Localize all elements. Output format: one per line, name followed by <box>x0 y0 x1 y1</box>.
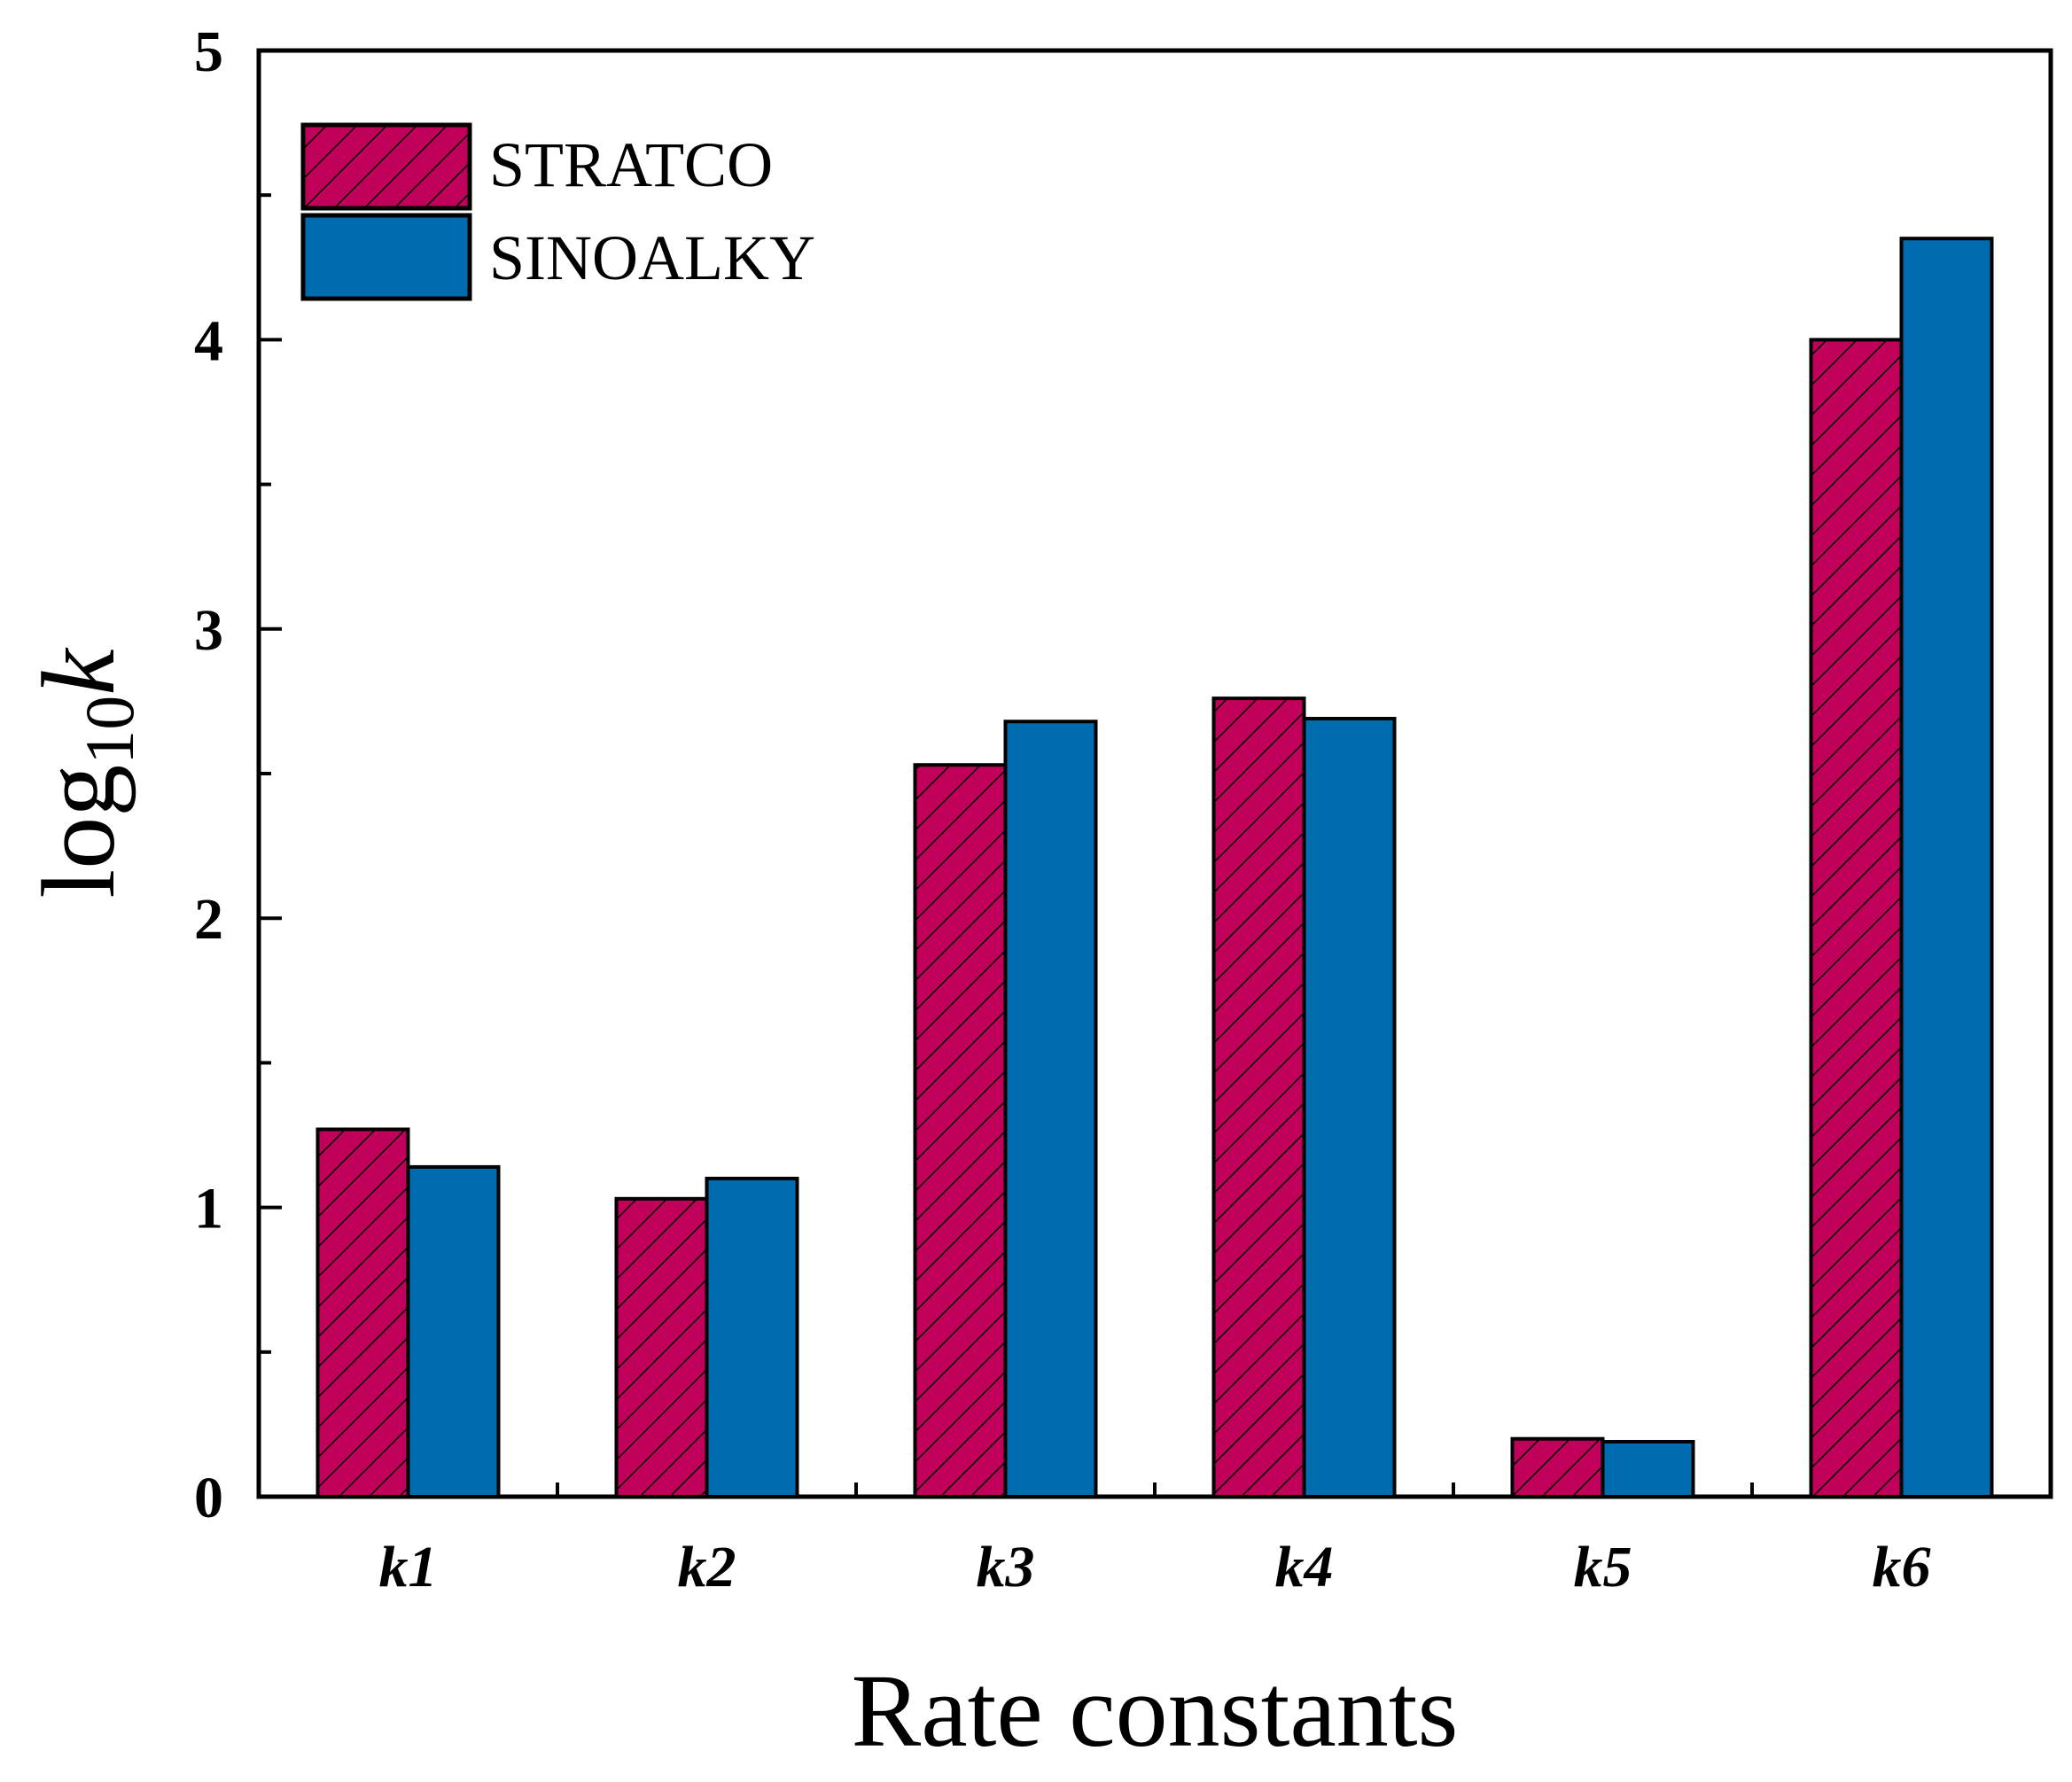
y-tick-label: 0 <box>194 1466 223 1530</box>
bar-sinoalky-k1 <box>406 1164 501 1499</box>
bar-stratco-k6 <box>1809 338 1904 1498</box>
x-tick-label-k3: k3 <box>977 1535 1035 1599</box>
bar-sinoalky-k3 <box>1003 720 1098 1498</box>
x-axis-ticks: k1 k2 k3 k4 k5 k6 <box>379 1482 1931 1599</box>
y-tick-label: 2 <box>194 887 223 952</box>
y-axis-ticks: 0 1 2 3 4 5 <box>194 19 282 1530</box>
legend-label-sinoalky: SINOALKY <box>489 222 815 293</box>
x-tick-label-k5: k5 <box>1574 1535 1632 1599</box>
legend-swatch-sinoalky <box>300 213 472 301</box>
bar-sinoalky-k6 <box>1899 237 1994 1498</box>
y-tick-label: 1 <box>194 1177 223 1241</box>
bar-stratco-k3 <box>913 763 1008 1498</box>
x-axis-title: Rate constants <box>852 1653 1459 1769</box>
bar-series <box>315 237 1994 1499</box>
legend-label-stratco: STRATCO <box>489 129 773 200</box>
bar-stratco-k4 <box>1211 696 1306 1498</box>
y-axis-title-base: log <box>20 765 136 899</box>
y-tick-label: 4 <box>194 308 223 373</box>
bar-stratco-k5 <box>1510 1436 1605 1498</box>
y-axis-title-variable: k <box>20 647 136 696</box>
y-axis-title-subscript: 10 <box>71 696 148 765</box>
bar-sinoalky-k4 <box>1302 716 1397 1498</box>
y-tick-label: 3 <box>194 598 223 663</box>
x-tick-label-k6: k6 <box>1873 1535 1931 1599</box>
bar-sinoalky-k2 <box>705 1176 799 1498</box>
bar-sinoalky-k5 <box>1601 1439 1695 1499</box>
x-tick-label-k4: k4 <box>1275 1535 1334 1599</box>
y-tick-label: 5 <box>194 19 223 84</box>
legend-swatch-stratco <box>300 122 472 211</box>
bar-stratco-k1 <box>315 1127 410 1499</box>
x-tick-label-k2: k2 <box>678 1535 736 1599</box>
y-axis-title: log10k <box>20 647 148 899</box>
legend: STRATCO SINOALKY <box>300 122 815 301</box>
x-tick-label-k1: k1 <box>379 1535 438 1599</box>
bar-stratco-k2 <box>614 1196 709 1498</box>
